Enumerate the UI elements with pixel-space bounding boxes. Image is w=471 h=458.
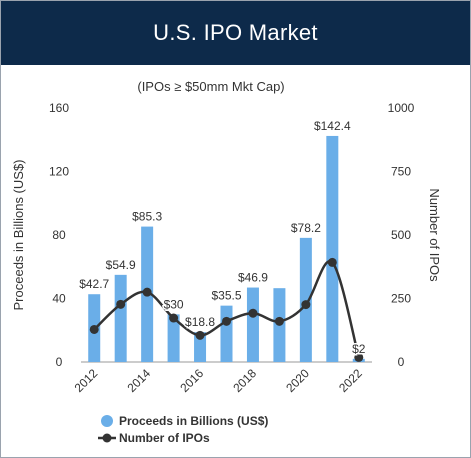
x-tick-label: 2012 [72,366,101,395]
bar-data-label: $46.9 [238,271,268,285]
bar-data-label: $142.4 [314,119,351,133]
bar-data-label: $42.7 [79,277,109,291]
legend-bar-swatch [101,415,113,427]
legend-bar-label: Proceeds in Billions (US$) [119,414,268,428]
legend-line-label: Number of IPOs [119,431,210,445]
ipo-count-point [195,330,205,340]
ipo-count-point [222,316,231,326]
ipo-count-point [142,287,152,297]
bar-data-label: $35.5 [211,289,241,303]
bar [194,332,207,362]
y-left-tick-label: 160 [49,101,69,115]
x-tick-label: 2020 [283,366,312,395]
y-left-axis-title: Proceeds in Billions (US$) [11,159,26,310]
title-banner: U.S. IPO Market [1,1,470,65]
x-tick-label: 2014 [124,366,153,395]
y-right-tick-label: 750 [391,165,411,179]
ipo-count-point [248,308,258,318]
ipo-count-point [116,299,126,309]
bar [326,135,339,362]
ipo-count-point [169,313,179,323]
x-tick-label: 2016 [177,366,206,395]
bar [167,314,180,362]
ipo-count-point [89,324,99,334]
chart-title: U.S. IPO Market [153,20,318,45]
y-right-tick-label: 1000 [388,101,415,115]
chart-subtitle: (IPOs ≥ $50mm Mkt Cap) [137,79,284,94]
y-right-tick-label: 500 [391,228,411,242]
bar [114,274,127,362]
bar-data-label: $30 [164,297,184,311]
bar-data-label: $2 [352,342,366,356]
bar-data-label: $78.2 [291,221,321,235]
bar-data-label: $85.3 [132,210,162,224]
legend-line-marker [102,433,112,443]
chart-svg: (IPOs ≥ $50mm Mkt Cap) 0 40 80 120 160 0 250 500… [11,79,442,445]
y-left-tick-label: 40 [52,292,66,306]
bar-data-label: $18.8 [185,315,215,329]
y-right-axis-title: Number of IPOs [427,188,442,282]
ipo-count-point [301,300,311,310]
bar-data-label: $54.9 [106,258,136,272]
bar [246,287,259,362]
y-left-tick-label: 120 [49,165,69,179]
x-tick-label: 2022 [336,366,365,395]
bar [220,305,233,362]
y-left-tick-label: 0 [56,355,63,369]
y-left-tick-label: 80 [52,228,66,242]
y-right-tick-label: 250 [391,292,411,306]
bar [299,237,312,362]
ipo-count-point [274,316,284,326]
x-tick-label: 2018 [230,366,259,395]
y-right-tick-label: 0 [398,355,405,369]
ipo-count-point [327,257,337,267]
ipo-count-point [354,352,364,362]
